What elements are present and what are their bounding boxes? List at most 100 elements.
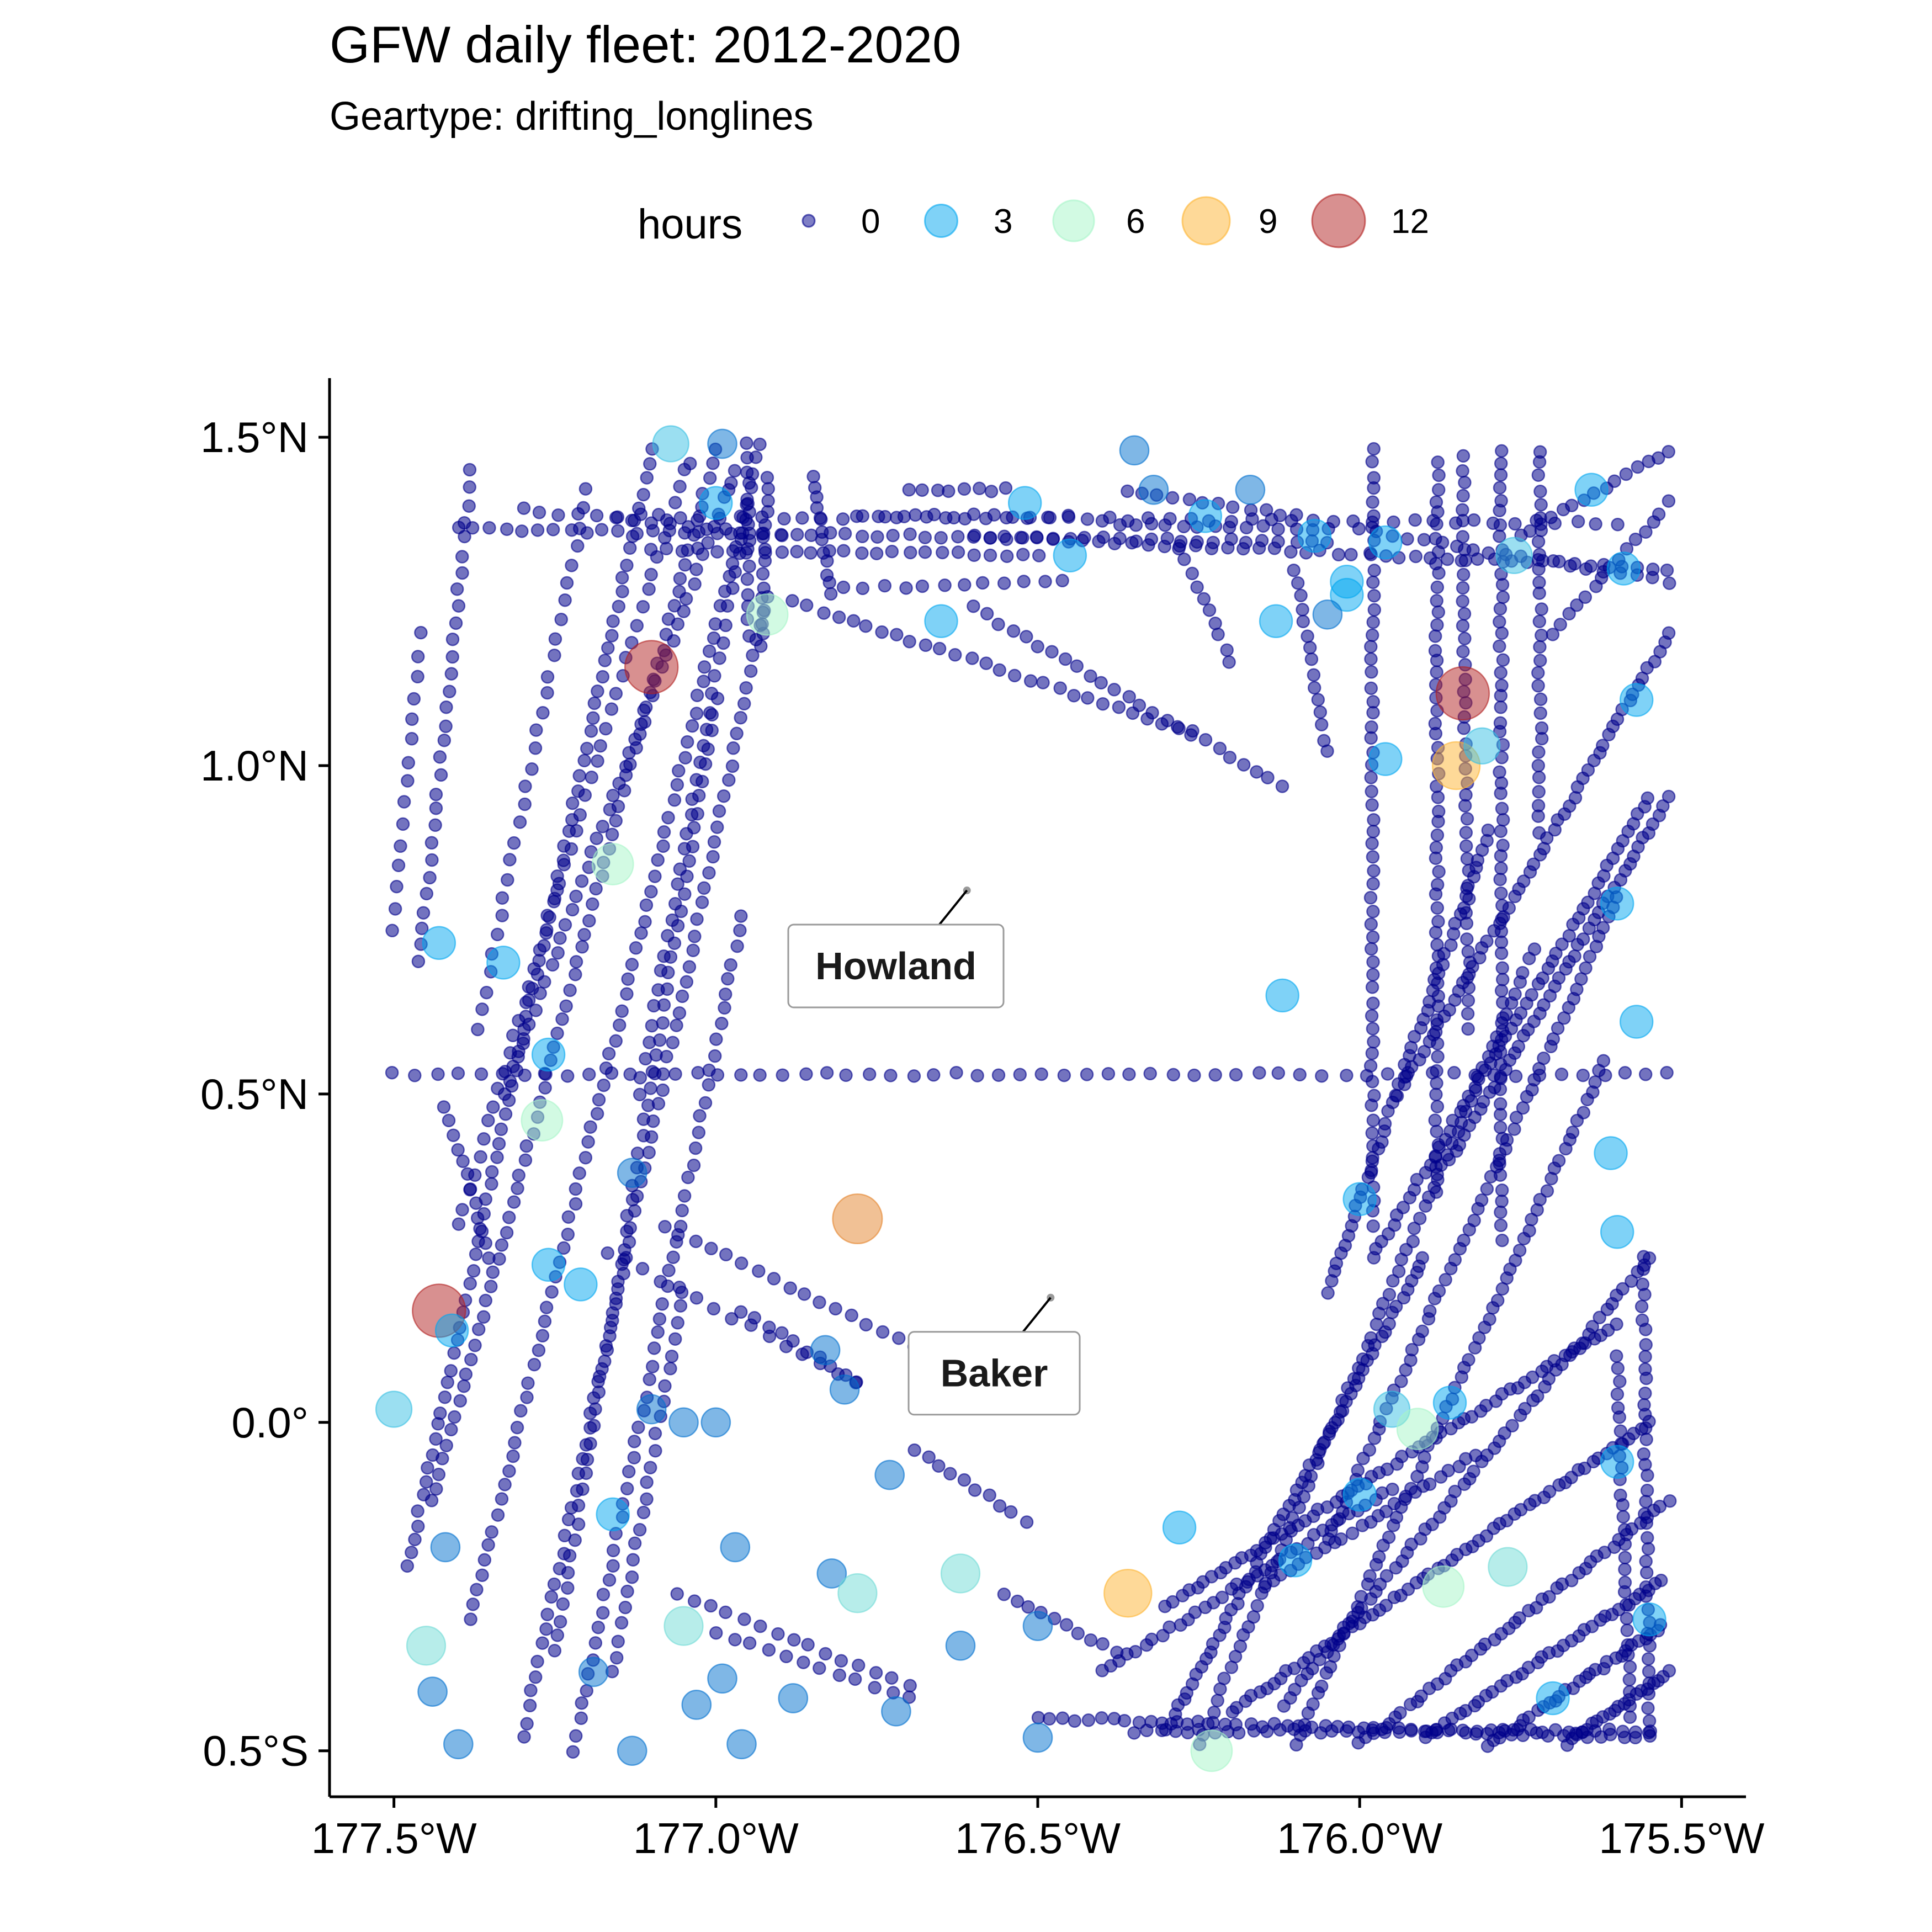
chart-title: GFW daily fleet: 2012-2020 — [330, 15, 961, 73]
data-point — [606, 1543, 620, 1558]
data-point — [575, 940, 589, 954]
data-point — [390, 879, 404, 894]
y-tick-label: 1.5°N — [200, 413, 309, 461]
data-point — [520, 1390, 534, 1404]
data-point — [685, 792, 699, 806]
data-point — [1532, 455, 1547, 469]
data-point — [1410, 1172, 1424, 1187]
data-point — [1252, 1066, 1266, 1080]
data-point — [726, 741, 740, 755]
data-point — [1252, 541, 1266, 555]
data-point — [1616, 1282, 1630, 1296]
data-point — [869, 546, 884, 560]
data-point — [1356, 1352, 1370, 1366]
data-point — [1448, 1252, 1462, 1267]
data-point — [999, 481, 1013, 495]
data-point — [1619, 1597, 1633, 1612]
data-point — [922, 1450, 936, 1464]
data-point — [927, 507, 941, 522]
data-point — [1407, 1222, 1421, 1235]
data-point — [1490, 1293, 1505, 1308]
data-point — [1612, 1410, 1627, 1424]
data-point — [486, 1265, 500, 1279]
data-point — [1367, 813, 1381, 827]
data-point — [636, 1129, 651, 1143]
data-point — [1474, 1193, 1489, 1207]
data-point — [1127, 1726, 1141, 1740]
data-point — [503, 853, 517, 867]
island-label-howland: Howland — [815, 944, 976, 988]
data-point — [1638, 1408, 1652, 1421]
data-point — [691, 1066, 705, 1080]
data-point — [536, 706, 550, 720]
data-point — [470, 1583, 484, 1596]
data-point — [697, 675, 710, 688]
data-point — [1032, 549, 1046, 562]
data-point — [602, 1047, 616, 1061]
data-point — [598, 654, 612, 667]
data-point — [907, 1069, 921, 1083]
data-point — [485, 1177, 498, 1191]
data-point — [1494, 700, 1508, 714]
data-point — [1534, 517, 1548, 531]
data-point — [625, 1570, 639, 1584]
data-point — [1187, 1068, 1201, 1082]
data-point — [596, 670, 610, 684]
data-point — [1472, 1331, 1486, 1345]
data-point — [1600, 887, 1634, 921]
data-point — [1458, 554, 1473, 567]
data-point — [521, 1376, 535, 1390]
data-point — [606, 1559, 620, 1573]
data-point — [1367, 603, 1382, 617]
data-point — [539, 1622, 553, 1636]
data-point — [625, 958, 639, 972]
data-point — [668, 1407, 699, 1438]
data-point — [1284, 545, 1298, 559]
data-point — [1446, 1113, 1459, 1128]
data-point — [1225, 500, 1240, 514]
data-point — [1585, 1320, 1599, 1334]
data-point — [1230, 1577, 1244, 1591]
annotation-howland: Howland — [787, 887, 1005, 1009]
data-point — [698, 1096, 713, 1110]
data-point — [742, 505, 756, 519]
data-point — [1301, 629, 1314, 643]
data-point — [429, 787, 443, 802]
data-point — [1197, 592, 1211, 606]
data-point — [558, 593, 572, 607]
data-point — [1070, 659, 1084, 673]
data-point — [673, 511, 687, 525]
data-point — [890, 628, 904, 641]
data-point — [1641, 1468, 1654, 1483]
data-point — [469, 1196, 483, 1210]
data-point — [527, 962, 541, 976]
data-point — [1494, 1218, 1508, 1233]
data-point — [984, 485, 999, 498]
data-point — [1457, 721, 1471, 735]
data-point — [630, 619, 644, 633]
data-point — [957, 1473, 972, 1487]
data-point — [507, 1195, 521, 1209]
data-point — [1119, 435, 1150, 466]
x-tick-label: 176.0°W — [1277, 1814, 1442, 1862]
data-point — [429, 1482, 443, 1496]
data-point — [704, 1599, 718, 1613]
data-point — [813, 511, 827, 525]
data-point — [1493, 529, 1506, 543]
data-point — [742, 476, 756, 490]
data-point — [1081, 1713, 1096, 1727]
data-point — [1640, 1531, 1654, 1545]
legend-key-3 — [924, 204, 958, 238]
data-point — [1177, 553, 1191, 566]
data-point — [1494, 666, 1508, 680]
data-point — [1235, 474, 1266, 505]
data-point — [1431, 505, 1445, 519]
data-point — [1185, 566, 1199, 581]
data-point — [620, 1482, 634, 1496]
data-point — [603, 803, 617, 816]
data-point — [701, 536, 715, 550]
data-point — [599, 1061, 613, 1075]
data-point — [875, 625, 889, 639]
data-point — [645, 1018, 659, 1033]
data-point — [878, 578, 892, 593]
